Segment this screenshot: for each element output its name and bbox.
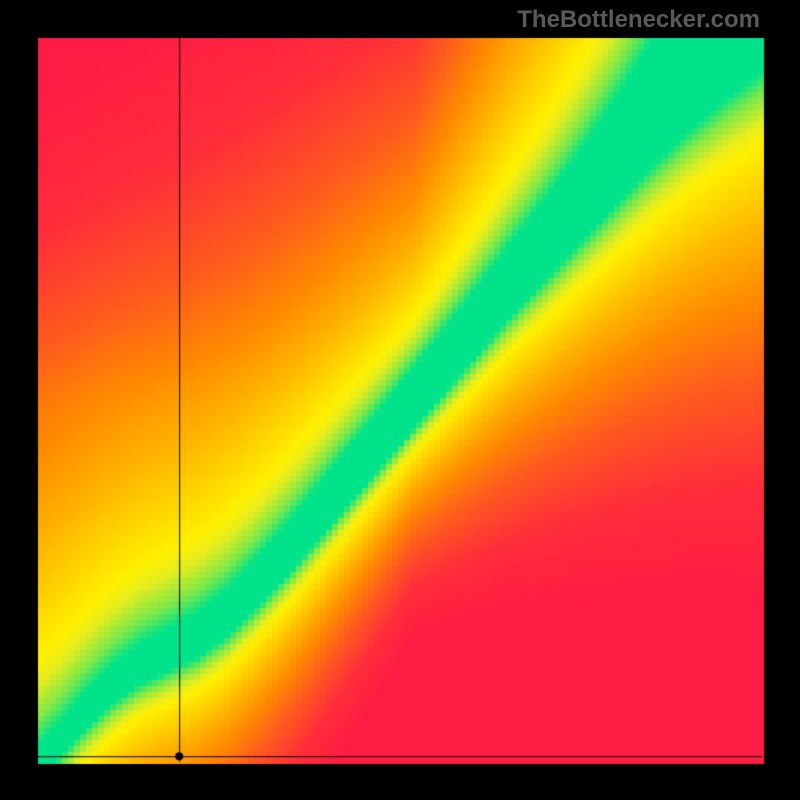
heatmap-canvas: [0, 0, 800, 800]
watermark-text: TheBottlenecker.com: [517, 6, 760, 34]
chart-container: TheBottlenecker.com: [0, 0, 800, 800]
